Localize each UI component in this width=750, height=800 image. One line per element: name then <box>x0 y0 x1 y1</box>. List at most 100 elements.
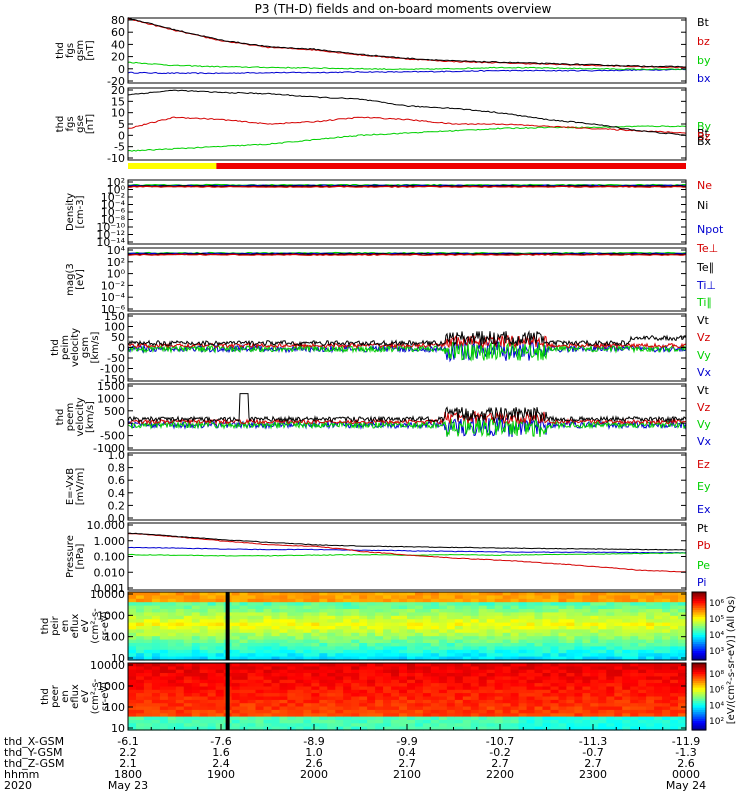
spectrogram-cell <box>518 709 528 714</box>
spectrogram-cell <box>143 699 153 704</box>
spectrogram-cell <box>231 602 241 607</box>
spectrogram-cell <box>534 713 544 718</box>
spectrogram-cell <box>598 646 607 651</box>
spectrogram-cell <box>391 669 400 674</box>
spectrogram-cell <box>399 713 408 718</box>
spectrogram-cell <box>558 643 568 647</box>
spectrogram-cell <box>136 653 145 658</box>
spectrogram-cell <box>550 605 560 610</box>
colorbar-tick-label: 10⁴ <box>709 701 724 711</box>
spectrogram-cell <box>287 669 296 674</box>
spectrogram-cell <box>415 619 424 624</box>
spectrogram-cell <box>630 720 639 724</box>
y-tick-label: 0.100 <box>94 551 126 564</box>
spectrogram-cell <box>128 716 137 721</box>
spectrogram-cell <box>542 686 552 691</box>
spectrogram-cell <box>128 612 137 617</box>
spectrogram-cell <box>311 629 320 634</box>
z-gsm-label: 2.7 <box>491 757 509 770</box>
spectrogram-cell <box>207 598 217 603</box>
spectrogram-cell <box>263 632 273 637</box>
colorbar-cell <box>692 598 706 602</box>
spectrogram-cell <box>359 716 368 721</box>
spectrogram-cell <box>518 686 528 691</box>
y-tick-label: 100 <box>104 631 125 644</box>
spectrogram-cell <box>614 709 623 714</box>
legend-entry-by: By <box>697 120 712 133</box>
spectrogram-cell <box>430 649 440 654</box>
spectrogram-cell <box>399 696 408 701</box>
spectrogram-cell <box>247 679 257 684</box>
spectrogram-cell <box>151 592 161 596</box>
spectrogram-cell <box>279 629 289 634</box>
spectrogram-cell <box>207 609 217 613</box>
spectrogram-cell <box>566 595 575 600</box>
spectrogram-cell <box>167 639 177 644</box>
spectrogram-cell <box>430 619 440 624</box>
spectrogram-cell <box>470 703 480 708</box>
spectrogram-cell <box>375 602 384 607</box>
spectrogram-cell <box>486 663 496 667</box>
spectrogram-cell <box>407 663 416 667</box>
spectrogram-cell <box>295 639 304 644</box>
spectrogram-cell <box>486 649 496 654</box>
spectrogram-cell <box>391 609 400 613</box>
spectrogram-cell <box>622 605 631 610</box>
spectrogram-cell <box>646 663 655 667</box>
spectrogram-cell <box>255 605 265 610</box>
spectrogram-cell <box>295 689 304 694</box>
spectrogram-cell <box>311 653 320 658</box>
spectrogram-cell <box>494 615 504 620</box>
spectrogram-cell <box>590 609 599 613</box>
spectrogram-cell <box>287 639 296 644</box>
spectrogram-cell <box>383 706 392 711</box>
spectrogram-cell <box>255 686 265 691</box>
spectrogram-cell <box>574 703 583 708</box>
spectrogram-cell <box>231 632 241 637</box>
spectrogram-cell <box>510 669 520 674</box>
spectrogram-cell <box>271 598 281 603</box>
spectrogram-cell <box>311 703 320 708</box>
spectrogram-cell <box>614 626 623 630</box>
y-gsm-label: 1.0 <box>305 746 323 759</box>
spectrogram-cell <box>550 666 560 671</box>
spectrogram-cell <box>614 706 623 711</box>
spectrogram-cell <box>295 619 304 624</box>
spectrogram-cell <box>415 595 424 600</box>
spectrogram-cell <box>654 676 663 681</box>
spectrogram-cell <box>415 626 424 630</box>
colorbar-cell <box>692 725 706 729</box>
spectrogram-cell <box>143 632 153 637</box>
spectrogram-cell <box>630 609 639 613</box>
spectrogram-cell <box>191 653 201 658</box>
spectrogram-cell <box>319 709 328 714</box>
spectrogram-cell <box>335 605 344 610</box>
spectrogram-cell <box>159 696 169 701</box>
spectrogram-cell <box>415 713 424 718</box>
spectrogram-cell <box>375 592 384 596</box>
spectrogram-cell <box>175 676 185 681</box>
spectrogram-cell <box>359 703 368 708</box>
spectrogram-cell <box>446 643 456 647</box>
spectrogram-cell <box>247 713 257 718</box>
spectrogram-cell <box>128 622 137 627</box>
spectrogram-cell <box>422 612 432 617</box>
spectrogram-cell <box>438 609 448 613</box>
spectrogram-cell <box>295 626 304 630</box>
spectrogram-cell <box>239 632 249 637</box>
spectrogram-cell <box>207 615 217 620</box>
spectrogram-cell <box>136 666 145 671</box>
spectrogram-cell <box>470 598 480 603</box>
spectrogram-cell <box>462 693 472 698</box>
spectrogram-cell <box>502 663 512 667</box>
spectrogram-cell <box>566 598 575 603</box>
spectrogram-cell <box>375 689 384 694</box>
spectrogram-cell <box>662 622 671 627</box>
spectrogram-cell <box>319 598 328 603</box>
spectrogram-cell <box>263 669 273 674</box>
spectrogram-cell <box>271 622 281 627</box>
spectrogram-cell <box>151 716 161 721</box>
spectrogram-cell <box>566 706 575 711</box>
spectrogram-cell <box>454 605 464 610</box>
spectrogram-cell <box>383 632 392 637</box>
